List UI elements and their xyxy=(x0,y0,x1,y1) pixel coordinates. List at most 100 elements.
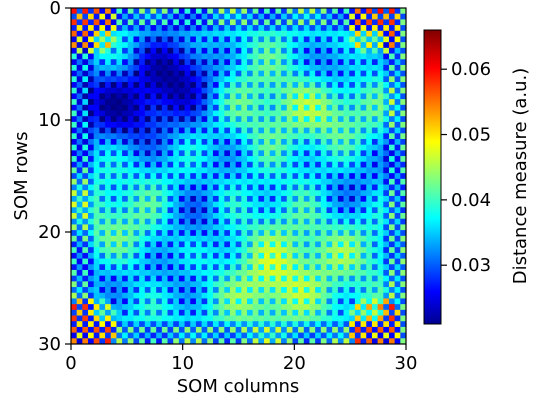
heatmap-cell xyxy=(337,76,344,83)
heatmap-cell xyxy=(281,190,288,197)
heatmap-cell xyxy=(275,30,282,37)
heatmap-cell xyxy=(76,99,83,106)
heatmap-cell xyxy=(93,275,100,282)
heatmap-cell xyxy=(201,70,208,77)
heatmap-cell xyxy=(110,281,117,288)
heatmap-cell xyxy=(127,70,134,77)
heatmap-cell xyxy=(360,70,367,77)
heatmap-cell xyxy=(337,156,344,163)
heatmap-cell xyxy=(110,315,117,322)
heatmap-cell xyxy=(201,292,208,299)
heatmap-cell xyxy=(252,167,259,174)
heatmap-cell xyxy=(377,47,384,54)
y-tick-label: 20 xyxy=(38,222,61,243)
heatmap-cell xyxy=(82,167,89,174)
heatmap-cell xyxy=(343,201,350,208)
heatmap-cell xyxy=(156,53,163,60)
heatmap-cell xyxy=(110,178,117,185)
heatmap-cell xyxy=(298,298,305,305)
heatmap-cell xyxy=(298,218,305,225)
heatmap-cell xyxy=(309,25,316,32)
heatmap-cell xyxy=(315,93,322,100)
heatmap-cell xyxy=(320,207,327,214)
heatmap-cell xyxy=(99,309,106,316)
heatmap-cell xyxy=(292,287,299,294)
heatmap-cell xyxy=(150,184,157,191)
heatmap-cell xyxy=(247,298,254,305)
heatmap-cell xyxy=(383,338,390,345)
heatmap-cell xyxy=(320,298,327,305)
heatmap-cell xyxy=(116,173,123,180)
heatmap-cell xyxy=(360,133,367,140)
heatmap-cell xyxy=(212,309,220,316)
heatmap-cell xyxy=(241,292,248,299)
heatmap-cell xyxy=(224,36,231,43)
heatmap-cell xyxy=(195,47,202,54)
heatmap-cell xyxy=(190,321,197,328)
heatmap-cell xyxy=(212,258,220,265)
heatmap-cell xyxy=(184,224,191,231)
heatmap-cell xyxy=(218,121,225,128)
heatmap-cell xyxy=(371,326,379,334)
heatmap-cell xyxy=(161,110,168,117)
heatmap-cell xyxy=(281,224,288,231)
heatmap-cell xyxy=(235,13,242,20)
heatmap-cell xyxy=(241,173,248,180)
heatmap-cell xyxy=(360,224,367,231)
heatmap-cell xyxy=(383,258,390,265)
heatmap-cell xyxy=(388,298,396,305)
heatmap-cell xyxy=(93,252,100,259)
heatmap-cell xyxy=(224,338,231,345)
heatmap-cell xyxy=(286,315,293,322)
heatmap-cell xyxy=(201,298,208,305)
heatmap-cell xyxy=(207,30,214,37)
heatmap-cell xyxy=(303,252,310,259)
heatmap-cell xyxy=(207,53,214,60)
heatmap-cell xyxy=(394,287,401,294)
heatmap-cell xyxy=(360,121,367,128)
heatmap-cell xyxy=(400,87,407,94)
heatmap-cell xyxy=(292,235,299,242)
heatmap-cell xyxy=(315,99,322,106)
heatmap-cell xyxy=(218,19,225,26)
heatmap-cell xyxy=(315,321,322,328)
heatmap-cell xyxy=(116,264,123,271)
heatmap-cell xyxy=(235,127,242,134)
heatmap-cell xyxy=(366,287,373,294)
heatmap-cell xyxy=(241,59,248,66)
heatmap-cell xyxy=(315,70,322,77)
heatmap-cell xyxy=(76,218,83,225)
heatmap-cell xyxy=(195,110,202,117)
heatmap-cell xyxy=(320,59,327,66)
heatmap-cell xyxy=(269,138,276,146)
heatmap-cell xyxy=(292,201,299,208)
heatmap-cell xyxy=(388,281,396,288)
heatmap-cell xyxy=(173,269,180,277)
heatmap-cell xyxy=(371,338,379,345)
heatmap-cell xyxy=(156,8,163,15)
heatmap-cell xyxy=(366,116,373,123)
heatmap-cell xyxy=(156,93,163,100)
heatmap-cell xyxy=(303,309,310,316)
heatmap-cell xyxy=(320,201,327,208)
heatmap-cell xyxy=(292,25,299,32)
heatmap-cell xyxy=(122,298,129,305)
heatmap-cell xyxy=(388,104,396,111)
heatmap-cell xyxy=(190,53,197,60)
heatmap-cell xyxy=(178,156,185,163)
heatmap-cell xyxy=(360,64,367,72)
heatmap-cell xyxy=(269,190,276,197)
heatmap-cell xyxy=(252,138,259,146)
heatmap-cell xyxy=(332,190,339,197)
heatmap-cell xyxy=(207,76,214,83)
heatmap-cell xyxy=(275,178,282,185)
heatmap-cell xyxy=(258,70,265,77)
heatmap-cell xyxy=(88,36,95,43)
heatmap-cell xyxy=(224,269,231,277)
heatmap-cell xyxy=(161,321,168,328)
heatmap-cell xyxy=(122,150,129,157)
heatmap-cell xyxy=(400,304,407,311)
heatmap-cell xyxy=(229,315,237,322)
heatmap-cell xyxy=(224,161,231,168)
heatmap-cell xyxy=(264,82,271,89)
